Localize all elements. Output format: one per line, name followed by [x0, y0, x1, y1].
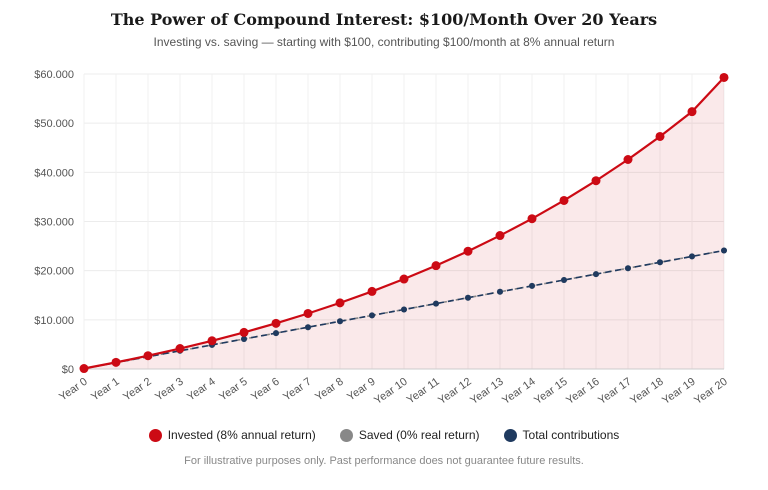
x-tick-label: Year 7	[281, 376, 314, 404]
data-point-contributions[interactable]	[369, 312, 375, 319]
legend-swatch-invested	[148, 428, 162, 442]
legend-item-invested[interactable]: Invested (8% annual return)	[148, 428, 316, 442]
data-point-contributions[interactable]	[465, 294, 471, 301]
data-point-contributions[interactable]	[433, 300, 439, 307]
invested-area-fill	[84, 77, 724, 370]
x-tick-label: Year 14	[500, 376, 538, 407]
legend-swatch-saved	[339, 428, 353, 442]
y-tick-label: $60.000	[34, 69, 74, 81]
x-tick-label: Year 6	[249, 376, 282, 404]
data-point-invested[interactable]	[271, 318, 281, 328]
data-point-invested[interactable]	[559, 195, 569, 205]
x-tick-label: Year 10	[372, 376, 410, 407]
x-tick-label: Year 11	[405, 376, 442, 407]
data-point-contributions[interactable]	[561, 277, 567, 284]
x-tick-label: Year 2	[121, 376, 154, 404]
data-point-invested[interactable]	[399, 274, 409, 284]
x-tick-label: Year 13	[468, 376, 506, 407]
x-tick-label: Year 0	[57, 376, 90, 404]
data-point-invested[interactable]	[431, 261, 441, 271]
chart-legend: Invested (8% annual return) Saved (0% re…	[0, 428, 768, 442]
data-point-invested[interactable]	[655, 131, 665, 141]
data-point-invested[interactable]	[527, 214, 537, 224]
data-point-invested[interactable]	[495, 231, 505, 241]
legend-label-contributions: Total contributions	[522, 428, 620, 442]
data-point-contributions[interactable]	[305, 324, 311, 331]
x-tick-label: Year 18	[628, 376, 666, 407]
data-point-invested[interactable]	[207, 336, 217, 346]
x-tick-label: Year 16	[564, 376, 602, 407]
data-point-contributions[interactable]	[337, 318, 343, 325]
legend-label-invested: Invested (8% annual return)	[167, 428, 316, 442]
x-tick-label: Year 20	[692, 376, 730, 407]
y-tick-label: $40.000	[34, 167, 74, 179]
data-point-invested[interactable]	[175, 344, 185, 354]
legend-item-saved[interactable]: Saved (0% real return)	[339, 428, 480, 442]
data-point-contributions[interactable]	[273, 330, 279, 337]
data-point-invested[interactable]	[591, 176, 601, 186]
legend-swatch-contributions	[503, 428, 517, 442]
data-point-contributions[interactable]	[401, 306, 407, 313]
data-point-invested[interactable]	[143, 351, 153, 361]
data-point-invested[interactable]	[623, 155, 633, 165]
legend-item-contributions[interactable]: Total contributions	[503, 428, 620, 442]
y-tick-label: $10.000	[34, 315, 74, 327]
data-point-contributions[interactable]	[689, 253, 695, 260]
x-tick-label: Year 15	[532, 376, 570, 407]
x-tick-label: Year 5	[217, 376, 250, 404]
data-point-contributions[interactable]	[625, 265, 631, 272]
data-point-invested[interactable]	[335, 298, 345, 308]
x-tick-label: Year 3	[153, 376, 186, 404]
data-point-invested[interactable]	[79, 364, 89, 374]
data-point-invested[interactable]	[367, 286, 377, 296]
x-tick-label: Year 12	[436, 376, 474, 407]
x-tick-label: Year 17	[596, 376, 634, 407]
x-tick-label: Year 19	[660, 376, 698, 407]
data-point-invested[interactable]	[463, 246, 473, 256]
x-tick-label: Year 8	[313, 376, 346, 404]
x-tick-label: Year 1	[89, 376, 122, 404]
line-chart: $0 $10.000 $20.000 $30.000 $40.000 $50.000 $60…	[34, 69, 730, 407]
data-point-contributions[interactable]	[497, 288, 503, 295]
y-tick-label: $30.000	[34, 217, 74, 229]
chart-title: The Power of Compound Interest: $100/Mon…	[110, 10, 658, 29]
data-point-contributions[interactable]	[721, 247, 727, 254]
data-point-contributions[interactable]	[529, 282, 535, 289]
data-point-invested[interactable]	[111, 357, 121, 367]
y-tick-label: $0	[62, 364, 74, 376]
x-tick-label: Year 4	[185, 376, 218, 404]
legend-label-saved: Saved (0% real return)	[358, 428, 480, 442]
y-tick-label: $50.000	[34, 118, 74, 130]
data-point-invested[interactable]	[687, 107, 697, 117]
disclaimer-footnote: For illustrative purposes only. Past per…	[184, 455, 584, 467]
data-point-invested[interactable]	[239, 327, 249, 337]
data-point-contributions[interactable]	[657, 259, 663, 266]
y-tick-label: $20.000	[34, 266, 74, 278]
data-point-contributions[interactable]	[241, 336, 247, 343]
data-point-invested[interactable]	[719, 72, 729, 82]
chart-subtitle: Investing vs. saving — starting with $10…	[153, 35, 615, 49]
data-point-invested[interactable]	[303, 308, 313, 318]
data-point-contributions[interactable]	[593, 271, 599, 278]
